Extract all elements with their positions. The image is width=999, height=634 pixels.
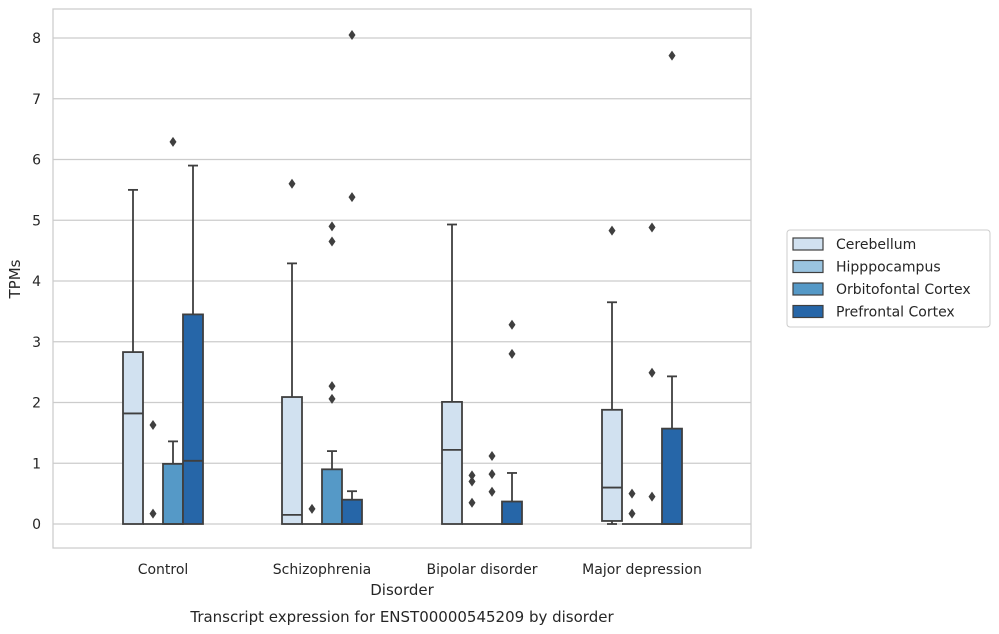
outlier-point bbox=[288, 178, 296, 189]
outlier-point bbox=[508, 348, 516, 359]
legend: Cerebellum Hipppocampus Orbitofontal Corte… bbox=[786, 229, 991, 328]
legend-frame bbox=[786, 229, 991, 328]
y-tick-labels: 0 1 2 3 4 5 6 7 8 bbox=[32, 31, 41, 533]
y-tick-label: 7 bbox=[32, 92, 41, 108]
box-orbitofontal-cortex-1 bbox=[321, 221, 343, 525]
gridlines bbox=[53, 37, 751, 525]
outlier-point bbox=[348, 29, 356, 40]
x-tick-label: Bipolar disorder bbox=[426, 562, 537, 578]
box-body bbox=[341, 498, 363, 525]
outlier-point bbox=[488, 486, 496, 497]
y-tick-label: 5 bbox=[32, 213, 41, 229]
y-tick-label: 2 bbox=[32, 396, 41, 412]
box-prefrontal-cortex-1 bbox=[341, 29, 363, 525]
box-hipppocampus-3 bbox=[622, 488, 642, 525]
box-cerebellum-0 bbox=[122, 188, 144, 525]
legend-label: Prefrontal Cortex bbox=[836, 305, 955, 321]
legend-label: Cerebellum bbox=[836, 237, 916, 253]
box-hipppocampus-1 bbox=[302, 503, 322, 525]
outlier-point bbox=[608, 225, 616, 236]
box-orbitofontal-cortex-0 bbox=[162, 136, 184, 525]
chart-caption: Transcript expression for ENST0000054520… bbox=[189, 608, 614, 626]
box-body bbox=[321, 468, 343, 525]
outlier-point bbox=[628, 508, 636, 519]
box-hipppocampus-0 bbox=[143, 419, 163, 525]
legend-swatch bbox=[792, 259, 824, 274]
outlier-point bbox=[149, 508, 157, 519]
box-prefrontal-cortex-3 bbox=[661, 50, 683, 525]
legend-label: Hipppocampus bbox=[836, 260, 941, 276]
outlier-point bbox=[648, 367, 656, 378]
box-body bbox=[162, 462, 184, 525]
box-orbitofontal-cortex-2 bbox=[482, 450, 502, 525]
x-axis-label: Disorder bbox=[370, 581, 434, 599]
outlier-point bbox=[328, 381, 336, 392]
y-tick-label: 6 bbox=[32, 153, 41, 169]
plot-area-frame bbox=[52, 8, 752, 549]
box-cerebellum-3 bbox=[601, 225, 623, 525]
box-hipppocampus-2 bbox=[462, 470, 482, 525]
outlier-point bbox=[488, 450, 496, 461]
box-body bbox=[441, 400, 463, 525]
outlier-point bbox=[488, 469, 496, 480]
box-orbitofontal-cortex-3 bbox=[642, 222, 662, 525]
outlier-point bbox=[328, 393, 336, 404]
outlier-point bbox=[308, 503, 316, 514]
box-prefrontal-cortex-2 bbox=[501, 319, 523, 525]
outlier-point bbox=[468, 497, 476, 508]
legend-swatch bbox=[792, 304, 824, 319]
box-body bbox=[281, 396, 303, 525]
legend-label: Orbitofontal Cortex bbox=[836, 282, 971, 298]
x-tick-label: Control bbox=[138, 562, 189, 578]
outlier-point bbox=[468, 476, 476, 487]
outlier-point bbox=[328, 221, 336, 232]
outlier-point bbox=[149, 419, 157, 430]
outlier-point bbox=[468, 470, 476, 481]
y-tick-label: 4 bbox=[32, 274, 41, 290]
box-prefrontal-cortex-0 bbox=[182, 164, 204, 525]
box-cerebellum-1 bbox=[281, 178, 303, 525]
legend-swatch bbox=[792, 282, 824, 296]
box-body bbox=[501, 500, 523, 525]
outlier-point bbox=[628, 488, 636, 499]
box-body bbox=[182, 313, 204, 525]
outlier-point bbox=[648, 491, 656, 502]
outlier-point bbox=[328, 236, 336, 247]
box-cerebellum-2 bbox=[441, 223, 463, 525]
outlier-point bbox=[169, 136, 177, 147]
box-body bbox=[661, 427, 683, 525]
outlier-point bbox=[668, 50, 676, 61]
x-tick-labels: Control Schizophrenia Bipolar disorder Majo… bbox=[138, 562, 702, 578]
x-tick-label: Schizophrenia bbox=[273, 562, 371, 578]
y-tick-label: 0 bbox=[32, 517, 41, 533]
y-tick-label: 8 bbox=[32, 31, 41, 47]
y-axis-label: TPMs bbox=[6, 259, 24, 299]
y-tick-label: 1 bbox=[32, 456, 41, 472]
y-tick-label: 3 bbox=[32, 335, 41, 351]
box-plots bbox=[122, 29, 683, 525]
x-tick-label: Major depression bbox=[582, 562, 702, 578]
legend-swatch bbox=[792, 237, 824, 251]
box-body bbox=[122, 351, 144, 525]
outlier-point bbox=[508, 319, 516, 330]
outlier-point bbox=[348, 192, 356, 203]
box-body bbox=[601, 408, 623, 522]
outlier-point bbox=[648, 222, 656, 233]
